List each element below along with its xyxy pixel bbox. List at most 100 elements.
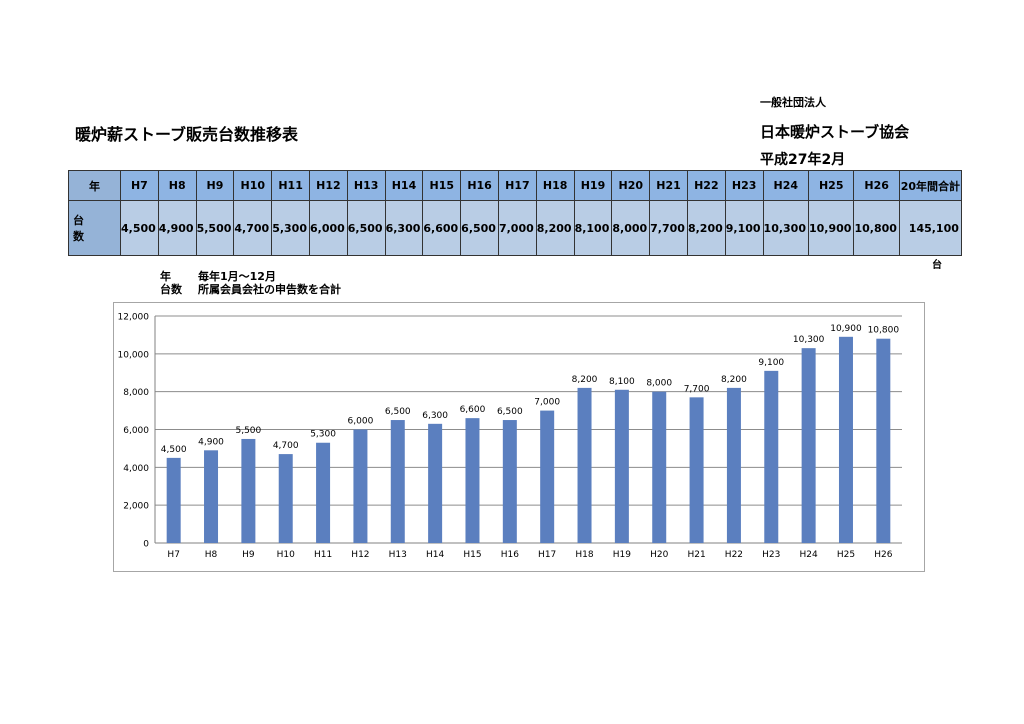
data-label: 6,000 <box>348 417 374 427</box>
data-label: 7,000 <box>534 398 560 408</box>
x-tick-label: H12 <box>351 550 369 560</box>
bar <box>577 387 592 543</box>
y-tick-label: 8,000 <box>123 388 149 398</box>
count-cell: 4,900 <box>157 200 197 256</box>
x-tick-label: H15 <box>463 550 481 560</box>
note-key: 台数 <box>160 283 182 296</box>
bar <box>278 454 293 543</box>
x-tick-label: H10 <box>277 550 295 560</box>
count-cell: 10,900 <box>807 200 855 256</box>
document-date: 平成27年2月 <box>760 152 846 168</box>
page-title: 暖炉薪ストーブ販売台数推移表 <box>75 125 299 144</box>
total-value-cell: 145,100 <box>898 200 962 256</box>
x-tick-label: H16 <box>501 550 519 560</box>
data-label: 9,100 <box>758 358 784 368</box>
x-tick-label: H14 <box>426 550 444 560</box>
chart-frame <box>113 302 925 572</box>
bar-chart: 0 2,000 4,000 6,000 8,000 10,000 12,000 4,500 H7… <box>118 313 902 560</box>
year-header-cell: H7 <box>120 170 159 201</box>
count-cell: 8,000 <box>611 200 651 256</box>
year-header-cell: H23 <box>724 170 764 201</box>
y-tick-label: 4,000 <box>123 464 149 474</box>
year-header-cell: H15 <box>422 170 462 201</box>
year-header-cell: H18 <box>535 170 575 201</box>
data-label: 6,500 <box>385 407 411 417</box>
y-tick-label: 6,000 <box>123 426 149 436</box>
bar <box>614 389 629 543</box>
year-header-row: 年 H7 H8 H9 H10 H11 H12 H13 H14 H15 H16 H17 H18 H19 H2… <box>68 170 962 201</box>
count-cell: 7,700 <box>649 200 688 256</box>
count-cell: 9,100 <box>724 200 764 256</box>
count-cell: 5,300 <box>271 200 310 256</box>
count-cell: 10,300 <box>762 200 810 256</box>
note-count: 台数 所属会員会社の申告数を合計 <box>160 281 341 297</box>
x-tick-label: H11 <box>314 550 332 560</box>
note-key: 年 <box>160 270 171 283</box>
y-tick-label: 0 <box>143 540 149 550</box>
x-tick-label: H21 <box>687 550 705 560</box>
data-label: 5,300 <box>310 430 336 440</box>
org-line1: 一般社団法人 <box>760 96 826 109</box>
bar <box>540 410 555 543</box>
count-cell: 5,500 <box>195 200 235 256</box>
note-text: 所属会員会社の申告数を合計 <box>198 283 341 296</box>
bar <box>726 387 741 543</box>
data-table: 年 H7 H8 H9 H10 H11 H12 H13 H14 H15 H16 H17 H18 H19 H2… <box>68 170 962 256</box>
count-cell: 8,200 <box>686 200 726 256</box>
y-tick-label: 10,000 <box>118 350 150 360</box>
data-label: 4,700 <box>273 441 299 451</box>
data-label: 10,300 <box>793 335 825 345</box>
year-header-cell: H20 <box>611 170 651 201</box>
data-label: 10,800 <box>868 326 900 336</box>
data-label: 6,600 <box>460 405 486 415</box>
data-label: 6,300 <box>422 411 448 421</box>
count-cell: 6,500 <box>460 200 499 256</box>
year-header-cell: H22 <box>686 170 726 201</box>
x-tick-label: H19 <box>613 550 631 560</box>
count-cell: 4,500 <box>120 200 159 256</box>
year-header-cell: H9 <box>195 170 235 201</box>
year-row-label: 年 <box>68 170 121 201</box>
bar <box>689 397 704 543</box>
count-cell: 10,800 <box>853 200 900 256</box>
bar <box>166 457 181 543</box>
year-header-cell: H16 <box>460 170 499 201</box>
year-header-cell: H13 <box>346 170 386 201</box>
count-cell: 6,300 <box>384 200 424 256</box>
data-label: 8,000 <box>646 379 672 389</box>
year-header-cell: H10 <box>233 170 273 201</box>
y-tick-label: 2,000 <box>123 502 149 512</box>
bar <box>390 420 405 543</box>
x-tick-label: H18 <box>575 550 593 560</box>
bar <box>353 429 368 543</box>
org-name: 日本暖炉ストーブ協会 <box>760 123 910 141</box>
bar <box>465 418 480 543</box>
year-header-cell: H19 <box>573 170 613 201</box>
x-tick-label: H17 <box>538 550 556 560</box>
x-tick-label: H8 <box>205 550 218 560</box>
data-label: 8,100 <box>609 377 635 387</box>
y-tick-label: 12,000 <box>118 313 150 323</box>
data-label: 6,500 <box>497 407 523 417</box>
bar <box>428 423 443 543</box>
x-tick-label: H26 <box>874 550 892 560</box>
year-header-cell: H14 <box>384 170 424 201</box>
x-tick-label: H23 <box>762 550 780 560</box>
data-label: 4,900 <box>198 437 224 447</box>
year-header-cell: H12 <box>308 170 348 201</box>
year-header-cell: H11 <box>271 170 310 201</box>
data-label: 8,200 <box>572 375 598 385</box>
data-label: 4,500 <box>161 445 187 455</box>
bar <box>876 338 891 543</box>
year-header-cell: H25 <box>807 170 855 201</box>
year-header-cell: H21 <box>649 170 688 201</box>
bar <box>316 442 331 543</box>
bar <box>204 450 219 543</box>
note-year: 年 毎年1月～12月 <box>160 268 276 284</box>
year-header-cell: H17 <box>497 170 537 201</box>
bar <box>502 420 517 543</box>
data-label: 5,500 <box>235 426 261 436</box>
count-cell: 6,600 <box>422 200 462 256</box>
data-label: 8,200 <box>721 375 747 385</box>
bar <box>652 391 667 543</box>
